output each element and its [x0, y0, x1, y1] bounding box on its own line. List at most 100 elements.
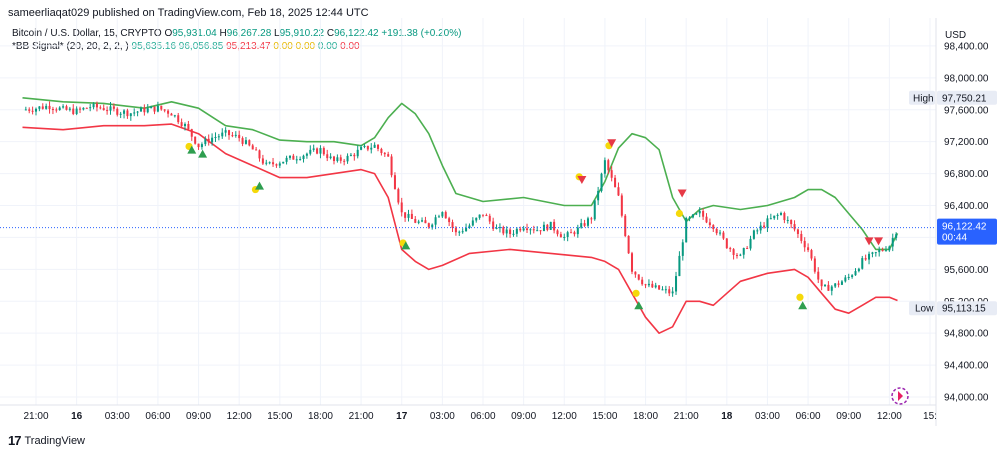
open-label: O [164, 28, 173, 39]
grid-lines [0, 18, 936, 405]
y-tick-label: 96,400.00 [944, 201, 989, 212]
candle-body [51, 109, 54, 111]
buy-signal-marker [634, 301, 644, 310]
candle-body [651, 283, 654, 288]
candle-body [346, 155, 349, 162]
candle-body [796, 229, 799, 234]
candle-body [45, 105, 48, 109]
candle-body [89, 107, 92, 109]
candle-body [698, 211, 701, 214]
candle-body [817, 271, 820, 280]
candle-body [248, 140, 251, 146]
symbol-name: Bitcoin / U.S. Dollar, 15, CRYPTO [12, 28, 162, 39]
x-tick-label: 18 [721, 411, 733, 422]
candle-body [85, 107, 88, 109]
signal-dot [632, 289, 640, 297]
candle-body [739, 254, 742, 256]
candle-body [556, 230, 559, 235]
candle-body [790, 219, 793, 225]
candle-body [776, 214, 779, 216]
candle-body [847, 277, 850, 279]
candle-body [326, 154, 329, 159]
candle-body [465, 227, 468, 232]
candle-body [197, 143, 200, 148]
candle-body [864, 258, 867, 260]
x-tick-label: 09:00 [511, 411, 536, 422]
y-tick-label: 97,200.00 [944, 137, 989, 148]
candle-body [360, 147, 363, 150]
bollinger-bands [22, 97, 899, 335]
candle-body [763, 225, 766, 228]
candle-body [563, 236, 566, 238]
candle-body [661, 289, 664, 291]
candle-body [353, 154, 356, 157]
candle-body [824, 284, 827, 287]
candle-body [79, 108, 82, 110]
x-tick-label: 21:00 [349, 411, 374, 422]
candle-body [377, 144, 380, 149]
buy-signal-marker [401, 241, 411, 250]
candle-body [153, 106, 156, 112]
x-tick-label: 18:00 [308, 411, 333, 422]
candle-body [553, 221, 556, 231]
close-value: 96,122.42 [334, 28, 379, 39]
candle-body [837, 283, 840, 285]
candle-body [658, 285, 661, 290]
candle-body [868, 253, 871, 260]
candle-body [549, 221, 552, 230]
candle-body [288, 155, 291, 158]
candle-body [505, 229, 508, 234]
candle-body [200, 144, 203, 148]
candle-body [55, 109, 58, 111]
candle-body [156, 105, 159, 112]
high-value: 96,267.28 [226, 28, 272, 39]
candle-body [180, 122, 183, 127]
candle-body [861, 258, 864, 269]
candle-body [664, 289, 667, 291]
candle-body [637, 274, 640, 280]
candle-body [62, 106, 65, 108]
countdown-value: 00:44 [942, 233, 967, 244]
candle-body [509, 229, 512, 235]
candle-body [431, 224, 434, 228]
candle-body [251, 145, 254, 150]
candle-body [424, 220, 427, 224]
candle-body [844, 277, 847, 282]
x-tick-label: 06:00 [145, 411, 170, 422]
candle-body [526, 228, 529, 231]
time-axis[interactable]: 21:00 16 03:00 06:00 09:00 12:00 15:00 18:00 21:… [23, 411, 936, 422]
candle-body [586, 218, 589, 226]
high-tag-label: High [913, 93, 934, 104]
candle-body [194, 136, 197, 144]
x-tick-label: 15:00 [267, 411, 292, 422]
candle-body [265, 162, 268, 164]
candle-body [112, 106, 115, 109]
candle-body [217, 136, 220, 138]
x-tick-label: 12:00 [552, 411, 577, 422]
candle-body [580, 223, 583, 228]
candle-body [343, 160, 346, 162]
candle-body [190, 129, 193, 137]
candle-body [183, 124, 187, 127]
candle-body [857, 268, 860, 272]
candle-body [417, 221, 420, 223]
replay-icon[interactable] [891, 387, 909, 405]
sell-signal-marker [864, 237, 874, 246]
candle-body [827, 284, 830, 291]
candle-body [278, 163, 281, 166]
candle-body [241, 138, 244, 144]
candle-body [570, 232, 573, 234]
candle-body [336, 157, 339, 162]
candle-body [272, 162, 275, 165]
candle-body [725, 238, 728, 249]
y-tick-label: 97,600.00 [944, 105, 989, 116]
candle-body [539, 230, 542, 232]
candle-body [746, 248, 749, 250]
candle-body [295, 159, 298, 161]
candlesticks [24, 101, 898, 297]
candle-body [407, 213, 410, 218]
candle-body [38, 106, 41, 109]
candle-body [641, 279, 644, 285]
chart-header: sameerliaqat029 published on TradingView… [0, 0, 1005, 20]
